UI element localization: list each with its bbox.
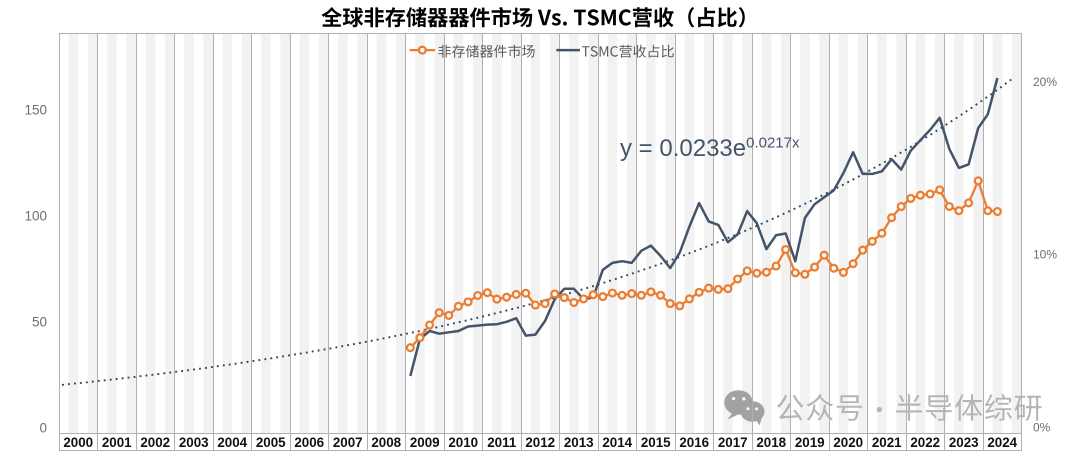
- svg-text:0%: 0%: [1033, 420, 1051, 434]
- svg-text:2024: 2024: [987, 435, 1017, 450]
- svg-text:20%: 20%: [1033, 75, 1057, 89]
- svg-text:2023: 2023: [949, 435, 979, 450]
- svg-text:2009: 2009: [410, 435, 440, 450]
- svg-text:10%: 10%: [1033, 248, 1057, 262]
- svg-text:2013: 2013: [564, 435, 594, 450]
- svg-text:2002: 2002: [140, 435, 170, 450]
- svg-text:2008: 2008: [371, 435, 401, 450]
- svg-text:2010: 2010: [448, 435, 478, 450]
- svg-text:2016: 2016: [679, 435, 709, 450]
- svg-text:100: 100: [24, 209, 47, 224]
- svg-text:2012: 2012: [525, 435, 555, 450]
- svg-text:2001: 2001: [102, 435, 132, 450]
- svg-text:2020: 2020: [833, 435, 863, 450]
- svg-text:2003: 2003: [179, 435, 209, 450]
- svg-text:2011: 2011: [487, 435, 517, 450]
- svg-text:2017: 2017: [718, 435, 748, 450]
- svg-text:2019: 2019: [795, 435, 825, 450]
- svg-text:50: 50: [32, 315, 47, 330]
- svg-text:2014: 2014: [602, 435, 632, 450]
- svg-text:2000: 2000: [63, 435, 93, 450]
- svg-text:2006: 2006: [294, 435, 324, 450]
- svg-text:0: 0: [39, 421, 47, 436]
- svg-text:2015: 2015: [641, 435, 671, 450]
- svg-text:150: 150: [24, 103, 47, 118]
- svg-text:2007: 2007: [333, 435, 363, 450]
- svg-text:2021: 2021: [872, 435, 902, 450]
- svg-text:2018: 2018: [756, 435, 786, 450]
- svg-text:2004: 2004: [217, 435, 247, 450]
- svg-text:2005: 2005: [256, 435, 286, 450]
- svg-text:2022: 2022: [910, 435, 940, 450]
